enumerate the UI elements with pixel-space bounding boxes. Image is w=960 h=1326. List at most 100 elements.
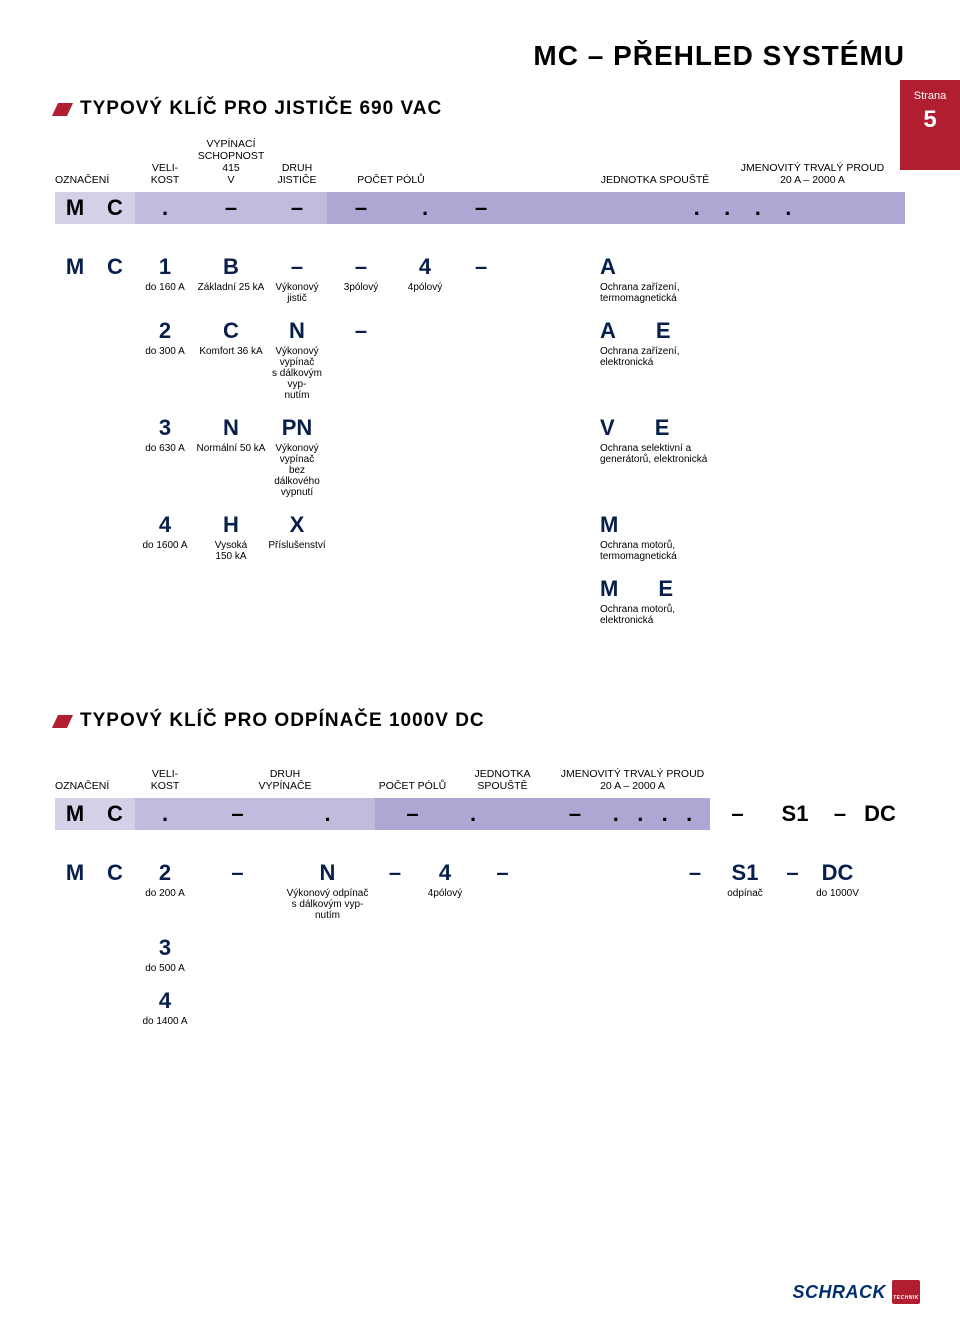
cap-code: H: [223, 512, 239, 538]
m-letter: M: [66, 254, 84, 280]
size-code: 2: [159, 860, 171, 886]
section2-title-text: TYPOVÝ KLÍČ PRO ODPÍNAČE 1000V DC: [80, 710, 485, 732]
trip-code: M: [580, 512, 730, 538]
cap-sub: Základní 25 kA: [198, 282, 265, 293]
trip-code: V: [600, 415, 615, 441]
cap-sub: Normální 50 kA: [197, 443, 266, 454]
hdr-jednotka: JEDNOTKA SPOUŠTĚ: [580, 174, 730, 186]
pole-code: 4: [439, 860, 451, 886]
logo-mini: TECHNIK: [893, 1295, 919, 1301]
dash: –: [455, 254, 487, 280]
pole-sub: 4pólový: [408, 282, 442, 293]
trip-code: E: [658, 576, 673, 602]
size-sub: do 1400 A: [142, 1016, 187, 1027]
cap-sub: Komfort 36 kA: [199, 346, 262, 357]
size-sub: do 630 A: [145, 443, 184, 454]
dash: –: [355, 318, 367, 344]
band-seg: –: [555, 798, 595, 830]
type-code: –: [291, 254, 303, 280]
hdr-pocet: POČET PÓLŮ: [375, 780, 450, 792]
dash: –: [786, 860, 798, 886]
pole-sub: 3pólový: [344, 282, 378, 293]
size-code: 2: [159, 318, 171, 344]
pole-code: 4: [419, 254, 431, 280]
hdr-druh: DRUH JISTIČE: [267, 162, 327, 186]
dc-sub: do 1000V: [816, 888, 859, 899]
trip-sub: Ochrana motorů, elektronická: [580, 604, 730, 626]
size-sub: do 500 A: [145, 963, 184, 974]
band-seg: .: [135, 192, 195, 224]
type-code: X: [290, 512, 305, 538]
page-badge-label: Strana: [900, 90, 960, 102]
band-seg: .: [450, 798, 555, 830]
type-sub: Výkonový vypínač bez dálkového vypnutí: [267, 443, 327, 498]
s1-code: S1: [732, 860, 759, 886]
band-seg: –: [327, 192, 395, 224]
dash: –: [496, 860, 508, 886]
section2-row: 4 do 1400 A: [55, 988, 905, 1027]
hdr-jmenovity: JMENOVITÝ TRVALÝ PROUD 20 A – 2000 A: [730, 162, 895, 186]
section2-row: 3 do 500 A: [55, 935, 905, 974]
type-sub: Příslušenství: [268, 540, 325, 551]
footer-logo: SCHRACK TECHNIK: [793, 1280, 921, 1304]
trip-code: A: [600, 318, 616, 344]
type-code: N: [289, 318, 305, 344]
hdr-oznaceni: OZNAČENÍ: [55, 780, 135, 792]
hdr-vypinaci: VYPÍNACÍ SCHOPNOST 415 V: [195, 138, 267, 186]
page-badge: Strana 5: [900, 80, 960, 170]
band-seg: –: [267, 192, 327, 224]
band-seg: .: [395, 192, 455, 224]
bullet-icon: [52, 103, 73, 116]
hdr-pocet: POČET PÓLŮ: [327, 174, 455, 186]
band-seg: C: [95, 192, 135, 224]
section1-headers: OZNAČENÍ VELI- KOST VYPÍNACÍ SCHOPNOST 4…: [55, 138, 905, 186]
cap-code: B: [223, 254, 239, 280]
section1-title-text: TYPOVÝ KLÍČ PRO JISTIČE 690 VAC: [80, 98, 442, 120]
dc-code: DC: [822, 860, 854, 886]
cap-code: C: [223, 318, 239, 344]
type-sub: Výkonový jistič: [267, 282, 327, 304]
dash: –: [231, 860, 243, 886]
band-seg: S1: [765, 798, 825, 830]
cap-sub: Vysoká 150 kA: [215, 540, 247, 562]
band-seg: . . . .: [595, 798, 710, 830]
m-letter: M: [66, 860, 84, 886]
bullet-icon: [52, 715, 73, 728]
logo-mark-icon: TECHNIK: [892, 1280, 920, 1304]
hdr-druh: DRUH VYPÍNAČE: [195, 768, 375, 792]
section2-title: TYPOVÝ KLÍČ PRO ODPÍNAČE 1000V DC: [55, 710, 905, 732]
band-seg: –: [195, 798, 280, 830]
size-code: 4: [159, 512, 171, 538]
band-seg: –: [195, 192, 267, 224]
trip-sub: Ochrana selektivní a generátorů, elektro…: [580, 443, 730, 465]
trip-sub: Ochrana motorů, termomagnetická: [580, 540, 730, 562]
logo-brand: SCHRACK: [793, 1282, 887, 1303]
band-seg: –: [710, 798, 765, 830]
band-seg: C: [95, 798, 135, 830]
trip-sub: Ochrana zařízení, elektronická: [580, 346, 730, 368]
dash: –: [389, 860, 401, 886]
dash: –: [689, 860, 701, 886]
type-code: PN: [282, 415, 313, 441]
size-code: 1: [159, 254, 171, 280]
size-sub: do 1600 A: [142, 540, 187, 551]
pole-code: –: [355, 254, 367, 280]
section1-row: M C 1do 160 A BZákladní 25 kA –Výkonový …: [55, 254, 905, 304]
type-sub: Výkonový odpínač s dálkovým vyp- nutím: [287, 888, 369, 921]
size-sub: do 160 A: [145, 282, 184, 293]
size-code: 3: [159, 935, 171, 961]
size-code: 3: [159, 415, 171, 441]
section1-row: 2do 300 A CKomfort 36 kA NVýkonový vypín…: [55, 318, 905, 401]
band-seg: .: [280, 798, 375, 830]
type-code: N: [320, 860, 336, 886]
trip-code: E: [655, 415, 670, 441]
section2-band: M C . – . – . – . . . . – S1 – DC: [55, 798, 905, 830]
band-seg: –: [455, 192, 580, 224]
band-seg: M: [55, 192, 95, 224]
section1-row: M E Ochrana motorů, elektronická: [55, 576, 905, 626]
size-code: 4: [159, 988, 171, 1014]
type-sub: Výkonový vypínač s dálkovým vyp- nutím: [267, 346, 327, 401]
band-seg: –: [825, 798, 855, 830]
trip-sub: Ochrana zařízení, termomagnetická: [580, 282, 730, 304]
trip-code: M: [600, 576, 618, 602]
